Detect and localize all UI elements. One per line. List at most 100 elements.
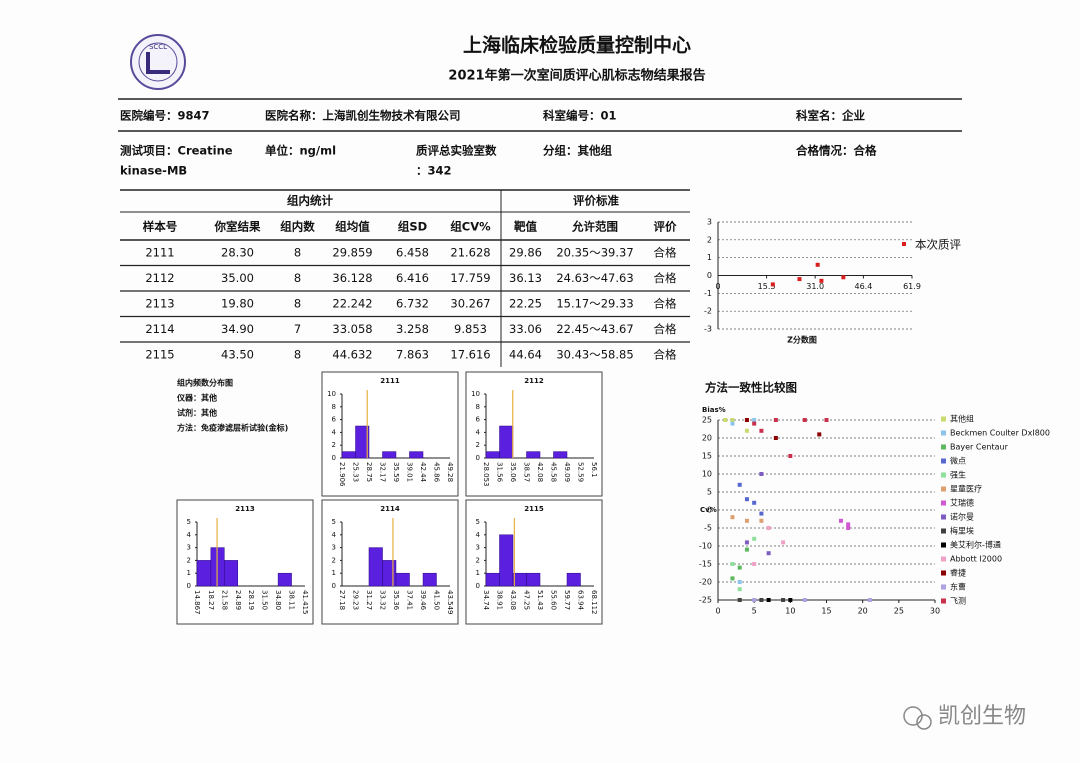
data-point <box>766 551 771 556</box>
y-tick-label: 1 <box>476 569 480 577</box>
table-cell: 2112 <box>145 271 174 285</box>
bin-label: 34.80 <box>274 590 282 610</box>
table-cell: 44.64 <box>509 348 542 362</box>
legend-label: 睿捷 <box>950 568 966 578</box>
table-cell: 6.732 <box>396 297 429 311</box>
data-point <box>730 421 735 426</box>
y-tick-label: 8 <box>332 403 336 411</box>
table-cell: 24.63～47.63 <box>556 271 633 285</box>
y-tick-label: 2 <box>707 235 712 244</box>
x-tick-label: 20 <box>858 607 868 616</box>
table-cell: 合格 <box>654 297 677 311</box>
logo-mark <box>146 52 170 74</box>
chart-title: 方法一致性比较图 <box>705 381 797 395</box>
x-tick-label: 30 <box>930 607 940 616</box>
y-tick-label: 1 <box>707 253 712 262</box>
y-tick-label: 15 <box>702 452 712 461</box>
table-cell: 22.25 <box>509 297 542 311</box>
info-field: 质评总实验室数 <box>416 144 497 158</box>
table-cell: 合格 <box>654 271 677 285</box>
histogram-title: 2111 <box>380 377 400 385</box>
data-point <box>759 598 764 602</box>
table-cell: 9.853 <box>454 322 487 336</box>
y-tick-label: 0 <box>707 506 712 515</box>
column-header: 评价 <box>654 220 677 234</box>
legend-label: 诺尔曼 <box>950 512 974 522</box>
data-point <box>744 428 749 433</box>
table-cell: 33.058 <box>332 322 372 336</box>
group-header: 评价标准 <box>573 194 619 208</box>
table-cell: 7.863 <box>396 348 429 362</box>
data-point <box>766 526 771 530</box>
table-cell: 35.00 <box>221 271 254 285</box>
bin-label: 39.46 <box>419 590 427 611</box>
bin-label: 68.112 <box>590 590 598 615</box>
data-point <box>846 522 851 527</box>
data-point <box>846 526 851 530</box>
histogram-info: 方法：免疫渗滤层析试验(金标) <box>177 423 288 433</box>
data-point <box>752 421 757 426</box>
bin-label: 41.415 <box>301 590 309 615</box>
data-point <box>766 598 771 602</box>
info-field: 单位：ng/ml <box>265 144 336 158</box>
data-point <box>841 275 846 280</box>
data-point <box>752 598 757 602</box>
y-tick-label: 4 <box>332 531 337 539</box>
table-cell: 3.258 <box>396 322 429 336</box>
info-field: 测试项目：Creatine <box>120 144 233 158</box>
histogram-panel <box>321 371 459 497</box>
y-tick-label: 20 <box>702 434 712 443</box>
bin-label: 51.43 <box>536 590 544 610</box>
y-tick-label: -1 <box>704 289 712 298</box>
histogram-bar <box>566 572 581 587</box>
data-point <box>737 482 742 487</box>
bin-label: 47.25 <box>522 590 530 610</box>
legend-label: 美艾利尔-博通 <box>950 540 1001 550</box>
data-point <box>759 518 764 523</box>
table-cell: 8 <box>294 348 301 362</box>
y-tick-label: -25 <box>699 596 712 605</box>
legend-swatch <box>941 430 946 436</box>
histogram-bar <box>485 451 500 459</box>
legend-label: Abbott I2000 <box>950 555 1002 564</box>
table-cell: 29.859 <box>332 246 372 260</box>
data-point <box>770 282 775 287</box>
y-tick-label: -20 <box>699 578 712 587</box>
logo-inner <box>138 42 178 82</box>
histogram-bar <box>499 425 514 459</box>
data-point <box>788 454 793 458</box>
y-tick-label: 1 <box>332 569 336 577</box>
table-cell: 7 <box>294 322 301 336</box>
info-field: 医院编号：9847 <box>120 109 210 123</box>
table-cell: 6.458 <box>396 246 429 260</box>
histogram-bar <box>553 451 568 459</box>
y-tick-label: 2 <box>476 441 480 449</box>
legend-swatch <box>902 242 906 246</box>
bin-label: 49.09 <box>563 462 571 482</box>
table-cell: 8 <box>294 297 301 311</box>
data-point <box>867 598 872 602</box>
data-point <box>744 497 749 502</box>
histogram-bar <box>395 572 410 587</box>
table-cell: 合格 <box>654 348 677 362</box>
bin-label: 38.57 <box>522 462 530 482</box>
table-cell: 36.13 <box>509 271 542 285</box>
legend-label: 微点 <box>950 456 966 466</box>
histogram-bar <box>512 572 527 587</box>
bin-label: 29.23 <box>352 590 360 610</box>
column-header: 允许范围 <box>571 220 618 234</box>
column-header: 靶值 <box>514 220 537 234</box>
data-point <box>817 432 822 437</box>
legend-label: 东曹 <box>950 582 966 592</box>
data-point <box>752 562 757 566</box>
bin-label: 25.33 <box>352 462 360 482</box>
data-point <box>723 418 728 422</box>
y-tick-label: -15 <box>699 560 712 569</box>
histogram-title: 2114 <box>380 505 400 513</box>
table-cell: 2114 <box>145 322 174 336</box>
data-point <box>824 418 829 422</box>
info-field: ：342 <box>416 164 452 178</box>
bin-label: 21.906 <box>338 462 346 487</box>
bin-label: 55.60 <box>550 590 558 610</box>
